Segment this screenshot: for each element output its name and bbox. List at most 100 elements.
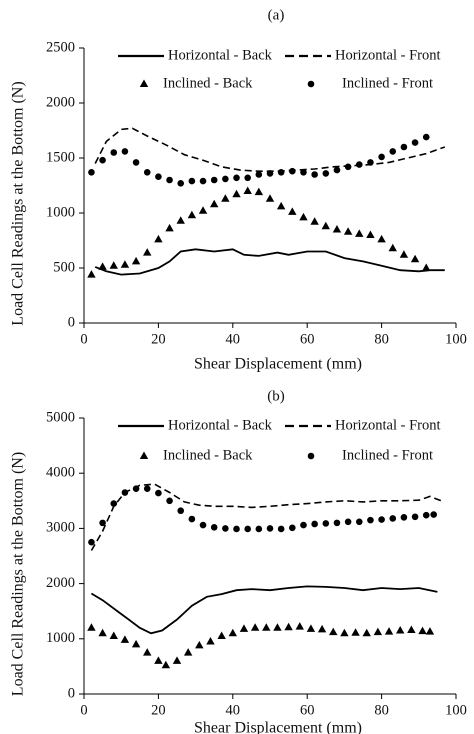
data-point <box>384 627 394 635</box>
y-axis-label: Load Cell Readings at the Bottom (N) <box>10 452 27 696</box>
series-line <box>90 585 438 635</box>
data-point <box>188 515 196 523</box>
data-point <box>88 169 95 176</box>
y-tick-label: 1000 <box>46 204 75 220</box>
legend-swatch <box>307 80 315 88</box>
data-point <box>232 189 241 198</box>
x-axis-label: Shear Displacement (mm) <box>194 720 362 734</box>
data-point <box>284 622 293 631</box>
data-point <box>299 212 308 221</box>
y-tick-label: 5000 <box>46 409 75 425</box>
x-tick-label: 100 <box>445 331 467 347</box>
data-point <box>221 194 230 202</box>
data-point <box>143 485 151 492</box>
data-point <box>228 628 237 637</box>
series-line <box>94 127 446 172</box>
panel-title: (a) <box>268 7 285 23</box>
data-point <box>344 163 352 171</box>
data-point <box>289 524 296 532</box>
data-point <box>154 656 163 664</box>
data-point <box>132 159 140 166</box>
data-point <box>310 217 319 225</box>
data-point <box>244 174 251 182</box>
data-point <box>210 176 218 184</box>
x-tick-label: 100 <box>445 702 467 718</box>
data-point <box>262 623 271 631</box>
legend-label: Inclined - Back <box>163 75 253 91</box>
data-point <box>172 656 182 664</box>
data-point <box>377 234 386 243</box>
data-point <box>355 518 363 526</box>
data-point <box>411 513 419 521</box>
data-point <box>110 149 118 156</box>
data-point <box>177 180 185 187</box>
series-line <box>90 483 442 551</box>
y-tick-label: 500 <box>53 259 75 275</box>
data-point <box>389 515 397 522</box>
series-line <box>94 248 445 276</box>
data-point <box>422 511 430 519</box>
y-tick-label: 2000 <box>46 575 75 591</box>
data-point <box>131 256 141 265</box>
y-tick-label: 0 <box>68 314 75 330</box>
data-point <box>422 263 431 271</box>
data-point <box>329 627 338 636</box>
data-point <box>120 260 130 268</box>
data-point <box>332 225 342 233</box>
legend-swatch <box>307 452 315 460</box>
data-point <box>367 159 374 166</box>
data-point <box>321 221 330 230</box>
legend-swatch <box>139 79 149 87</box>
data-point <box>176 216 185 224</box>
data-point <box>98 262 107 270</box>
data-point <box>400 514 408 521</box>
data-point <box>367 516 374 524</box>
data-point <box>425 627 435 635</box>
x-tick-label: 80 <box>374 331 389 347</box>
y-tick-label: 0 <box>68 685 75 701</box>
x-tick-label: 0 <box>80 331 87 347</box>
data-point <box>400 143 408 151</box>
data-point <box>343 227 353 235</box>
data-point <box>239 624 249 632</box>
data-point <box>110 500 118 507</box>
data-point <box>344 518 352 526</box>
legend-label: Inclined - Back <box>163 447 253 463</box>
data-point <box>131 639 141 648</box>
data-point <box>411 139 419 146</box>
data-point <box>195 640 204 649</box>
data-point <box>277 525 285 533</box>
data-point <box>254 187 264 196</box>
data-point <box>233 174 240 182</box>
data-point <box>396 626 405 634</box>
data-point <box>120 635 130 643</box>
data-point <box>311 520 318 528</box>
x-tick-label: 60 <box>300 702 315 718</box>
data-point <box>276 201 286 210</box>
data-point <box>322 520 330 527</box>
x-tick-label: 60 <box>300 331 315 347</box>
data-point <box>333 166 341 174</box>
y-tick-label: 1500 <box>46 149 75 165</box>
data-point <box>407 625 416 633</box>
data-point <box>250 623 260 631</box>
data-point <box>210 523 218 531</box>
data-point <box>288 207 297 215</box>
data-point <box>289 167 296 175</box>
data-point <box>143 248 152 256</box>
data-point <box>222 175 229 183</box>
y-axis-label: Load Cell Readings at the Bottom (N) <box>10 81 27 325</box>
data-point <box>109 261 118 269</box>
data-point <box>154 234 163 243</box>
data-point <box>422 133 430 141</box>
data-point <box>243 186 252 194</box>
data-point <box>306 624 316 632</box>
data-point <box>183 648 193 656</box>
data-point <box>222 525 229 532</box>
legend-label: Inclined - Front <box>342 75 433 91</box>
data-point <box>109 631 118 640</box>
x-axis-label: Shear Displacement (mm) <box>194 356 362 373</box>
data-point <box>161 660 171 669</box>
y-tick-label: 4000 <box>46 465 75 481</box>
data-point <box>410 254 420 263</box>
